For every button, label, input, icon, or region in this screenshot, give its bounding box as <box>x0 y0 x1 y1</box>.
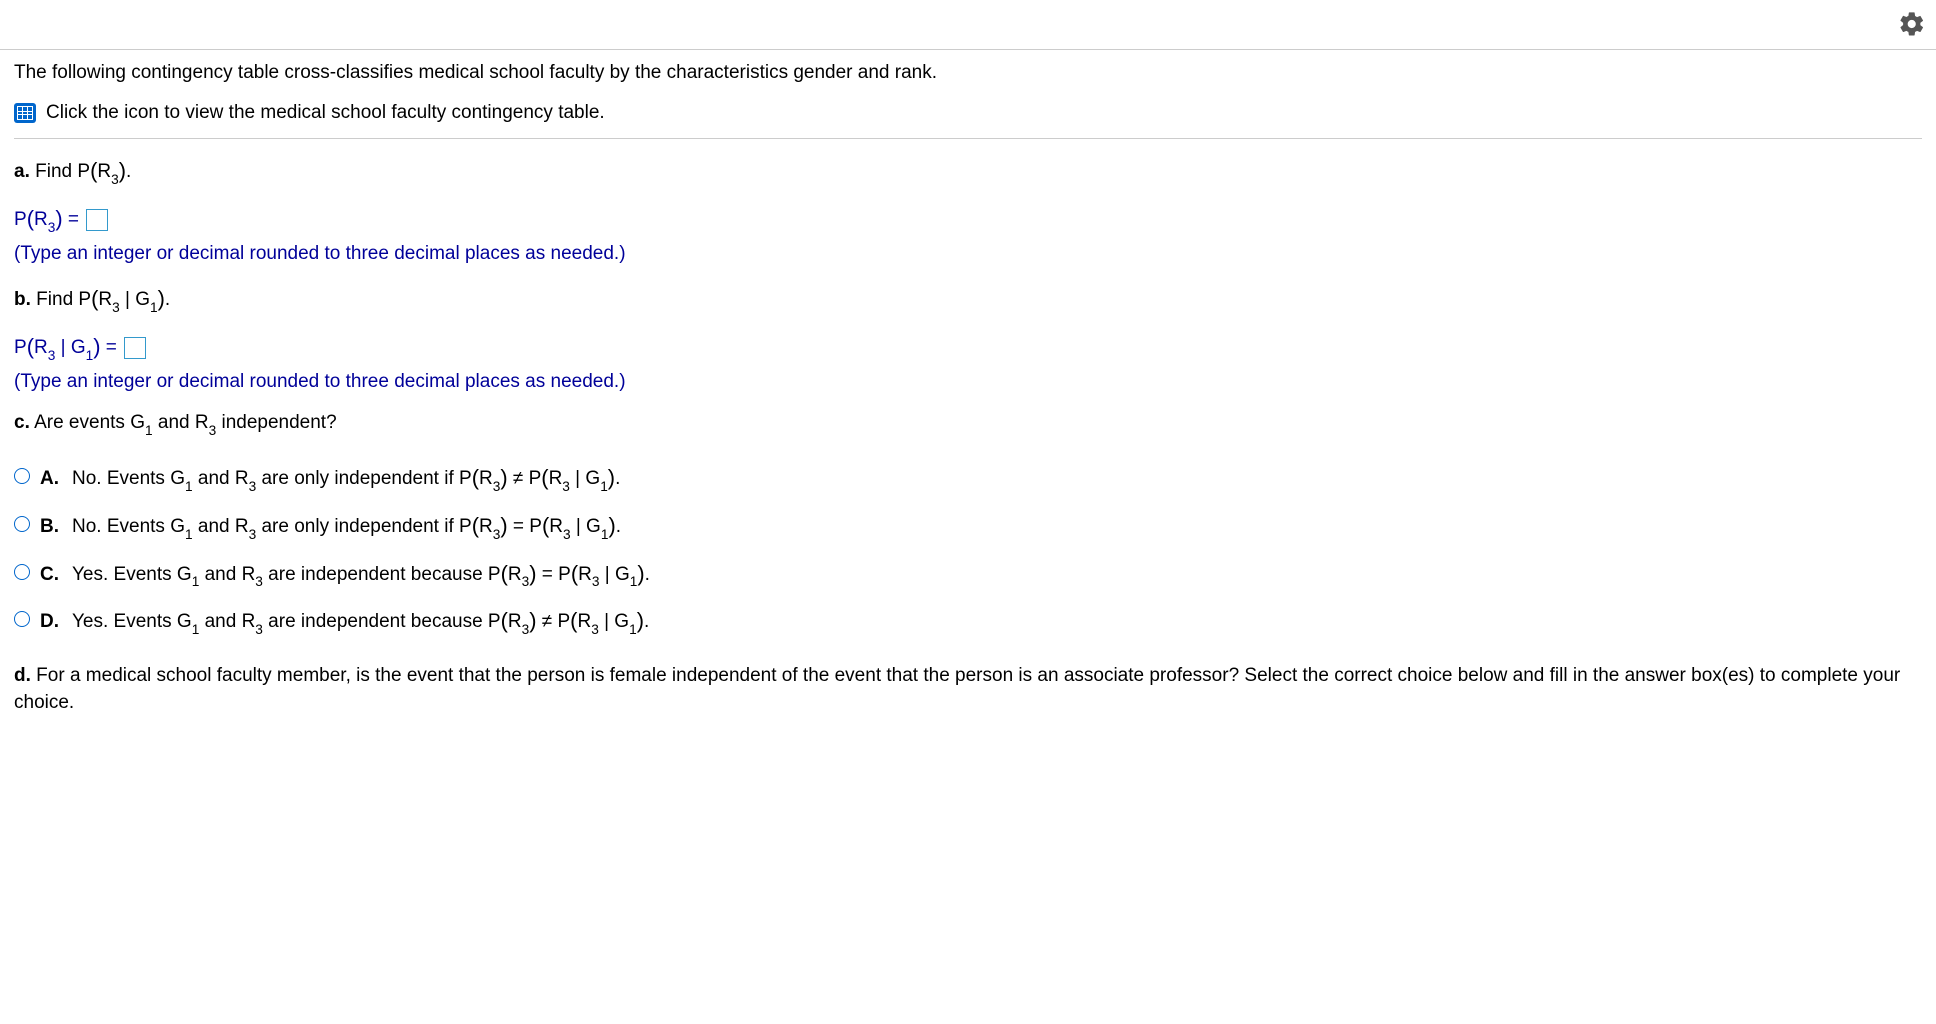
choice-letter: C. <box>40 560 62 590</box>
table-link-text[interactable]: Click the icon to view the medical schoo… <box>46 102 605 124</box>
part-a-input[interactable] <box>86 209 108 231</box>
part-d-prompt: d. For a medical school faculty member, … <box>14 663 1922 716</box>
divider <box>14 138 1922 139</box>
choice-row: D. Yes. Events G1 and R3 are independent … <box>14 603 1922 639</box>
table-icon[interactable] <box>14 103 36 123</box>
part-b-input[interactable] <box>124 337 146 359</box>
choice-radio-B[interactable] <box>14 516 30 532</box>
part-c-choices: A. No. Events G1 and R3 are only independ… <box>14 460 1922 639</box>
part-a-hint: (Type an integer or decimal rounded to t… <box>14 243 1922 265</box>
part-b-answer: P(R3 | G1) = <box>14 327 1922 365</box>
choice-letter: B. <box>40 512 62 542</box>
choice-text: Yes. Events G1 and R3 are independent be… <box>72 603 649 639</box>
table-link-row: Click the icon to view the medical schoo… <box>14 102 1922 124</box>
choice-radio-C[interactable] <box>14 564 30 580</box>
intro-text: The following contingency table cross-cl… <box>14 62 1922 84</box>
part-b-prompt: b. Find P(R3 | G1). <box>14 279 1922 317</box>
part-b-label: b. <box>14 289 31 310</box>
choice-row: A. No. Events G1 and R3 are only independ… <box>14 460 1922 496</box>
choice-row: B. No. Events G1 and R3 are only independ… <box>14 508 1922 544</box>
gear-icon[interactable] <box>1898 10 1926 38</box>
choice-row: C. Yes. Events G1 and R3 are independent … <box>14 556 1922 592</box>
part-a-answer: P(R3) = <box>14 199 1922 237</box>
top-bar <box>0 0 1936 50</box>
part-c-prompt: c. Are events G1 and R3 independent? <box>14 407 1922 440</box>
choice-text: Yes. Events G1 and R3 are independent be… <box>72 556 650 592</box>
part-d-label: d. <box>14 665 31 686</box>
choice-letter: A. <box>40 464 62 494</box>
part-c-label: c. <box>14 412 30 433</box>
part-a-prompt: a. Find P(R3). <box>14 151 1922 189</box>
choice-text: No. Events G1 and R3 are only independen… <box>72 460 620 496</box>
choice-text: No. Events G1 and R3 are only independen… <box>72 508 621 544</box>
part-b-hint: (Type an integer or decimal rounded to t… <box>14 371 1922 393</box>
choice-radio-D[interactable] <box>14 611 30 627</box>
question-content: The following contingency table cross-cl… <box>0 50 1936 716</box>
choice-letter: D. <box>40 607 62 637</box>
choice-radio-A[interactable] <box>14 468 30 484</box>
part-a-label: a. <box>14 161 30 182</box>
